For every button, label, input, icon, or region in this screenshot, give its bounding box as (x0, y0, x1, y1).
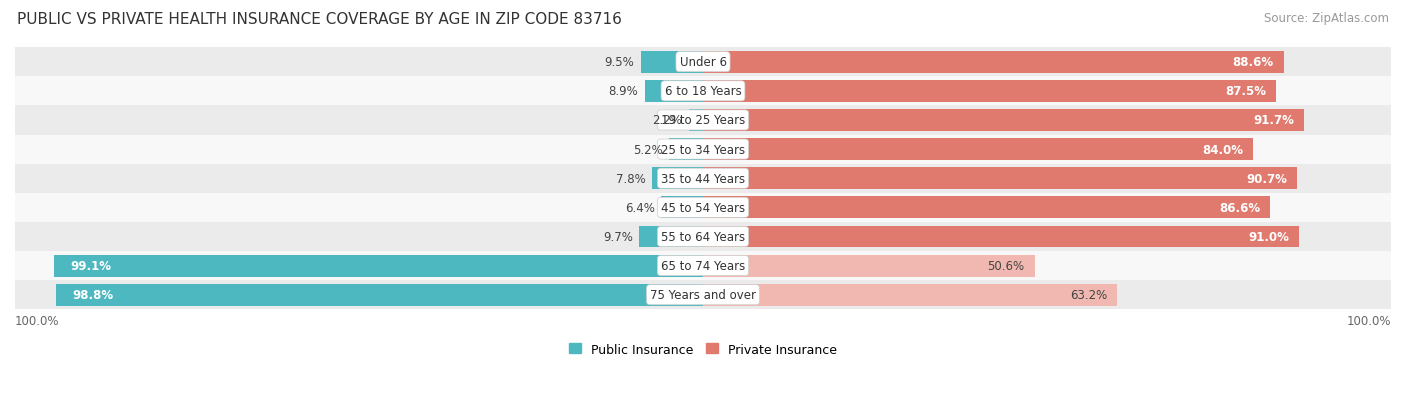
Text: 91.7%: 91.7% (1253, 114, 1294, 127)
Text: 100.0%: 100.0% (15, 314, 59, 327)
Bar (15, 135, 1391, 164)
Bar (15, 164, 1391, 193)
Text: 88.6%: 88.6% (1233, 56, 1274, 69)
Text: PUBLIC VS PRIVATE HEALTH INSURANCE COVERAGE BY AGE IN ZIP CODE 83716: PUBLIC VS PRIVATE HEALTH INSURANCE COVER… (17, 12, 621, 27)
Bar (703, 110, 1303, 132)
Text: 84.0%: 84.0% (1202, 143, 1243, 156)
Text: 45 to 54 Years: 45 to 54 Years (661, 202, 745, 214)
Bar (703, 197, 1271, 219)
Bar (703, 284, 1118, 306)
Text: 75 Years and over: 75 Years and over (650, 289, 756, 301)
Text: 87.5%: 87.5% (1226, 85, 1267, 98)
Bar (641, 52, 703, 74)
Legend: Public Insurance, Private Insurance: Public Insurance, Private Insurance (564, 338, 842, 361)
Bar (15, 77, 1391, 106)
Text: 65 to 74 Years: 65 to 74 Years (661, 259, 745, 273)
Bar (15, 193, 1391, 222)
Bar (703, 168, 1298, 190)
Text: 91.0%: 91.0% (1249, 230, 1289, 243)
Text: 5.2%: 5.2% (633, 143, 662, 156)
Bar (15, 106, 1391, 135)
Bar (15, 280, 1391, 309)
Text: Source: ZipAtlas.com: Source: ZipAtlas.com (1264, 12, 1389, 25)
Text: 86.6%: 86.6% (1219, 202, 1261, 214)
Text: 6.4%: 6.4% (624, 202, 655, 214)
Text: 35 to 44 Years: 35 to 44 Years (661, 172, 745, 185)
Text: Under 6: Under 6 (679, 56, 727, 69)
Bar (15, 48, 1391, 77)
Bar (53, 255, 703, 277)
Text: 19 to 25 Years: 19 to 25 Years (661, 114, 745, 127)
Bar (15, 222, 1391, 252)
Text: 2.2%: 2.2% (652, 114, 682, 127)
Text: 100.0%: 100.0% (1347, 314, 1391, 327)
Bar (56, 284, 703, 306)
Bar (703, 52, 1284, 74)
Text: 98.8%: 98.8% (72, 289, 112, 301)
Text: 55 to 64 Years: 55 to 64 Years (661, 230, 745, 243)
Text: 8.9%: 8.9% (609, 85, 638, 98)
Bar (15, 252, 1391, 280)
Bar (640, 226, 703, 248)
Text: 90.7%: 90.7% (1247, 172, 1288, 185)
Bar (669, 139, 703, 161)
Bar (661, 197, 703, 219)
Text: 9.5%: 9.5% (605, 56, 634, 69)
Bar (703, 255, 1035, 277)
Bar (703, 81, 1277, 102)
Text: 7.8%: 7.8% (616, 172, 645, 185)
Bar (703, 139, 1253, 161)
Bar (652, 168, 703, 190)
Text: 6 to 18 Years: 6 to 18 Years (665, 85, 741, 98)
Bar (689, 110, 703, 132)
Bar (703, 226, 1299, 248)
Text: 50.6%: 50.6% (987, 259, 1025, 273)
Text: 63.2%: 63.2% (1070, 289, 1108, 301)
Text: 9.7%: 9.7% (603, 230, 633, 243)
Text: 25 to 34 Years: 25 to 34 Years (661, 143, 745, 156)
Text: 99.1%: 99.1% (70, 259, 111, 273)
Bar (645, 81, 703, 102)
